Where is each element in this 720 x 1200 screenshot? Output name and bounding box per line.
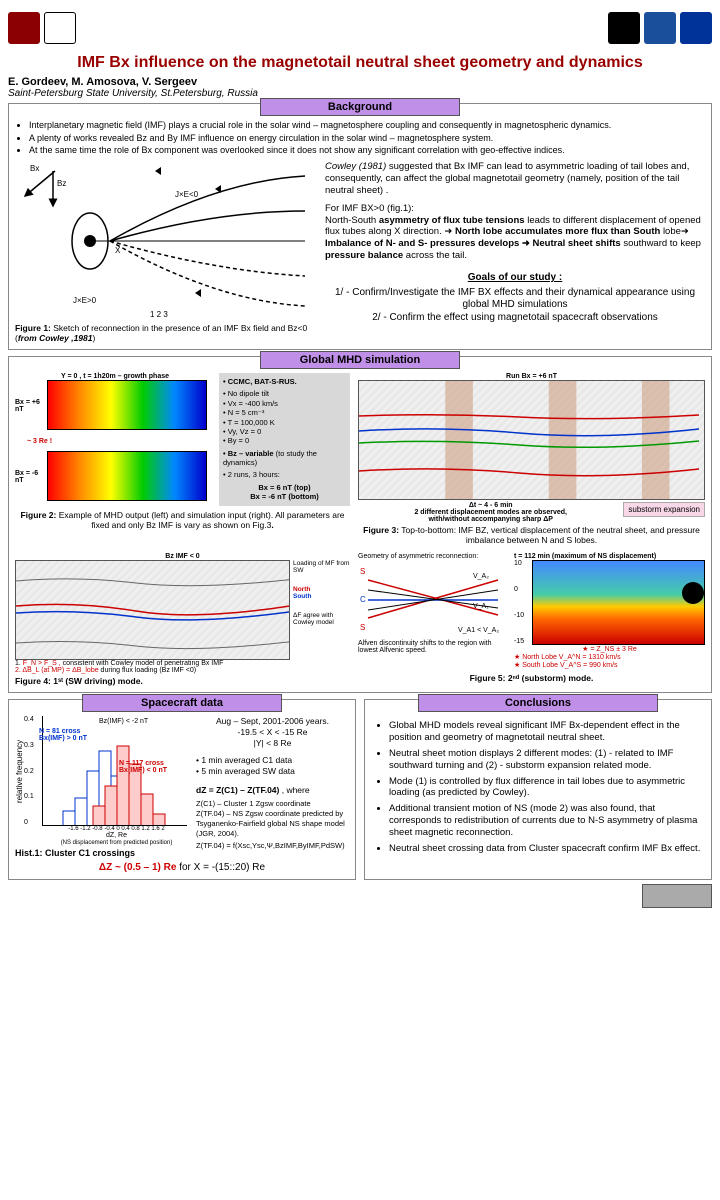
dt-label: Δt ~ 4 - 6 min bbox=[358, 502, 623, 509]
goals-block: Goals of our study : 1/ - Confirm/Invest… bbox=[325, 272, 705, 324]
fig4-note: ΔF agree with Cowley model bbox=[293, 612, 350, 626]
figure3-plot bbox=[358, 380, 705, 500]
sc-dz: dZ = Z(C1) – Z(TF.04) , where bbox=[196, 785, 349, 796]
svg-text:J×E>0: J×E>0 bbox=[73, 296, 97, 305]
mhd-output-top bbox=[47, 380, 207, 430]
logo-institute bbox=[44, 12, 76, 44]
figure2-caption: Figure 2: Example of MHD output (left) a… bbox=[15, 510, 350, 530]
svg-text:S: S bbox=[360, 623, 365, 632]
svg-text:S: S bbox=[360, 567, 365, 576]
svg-text:J×E<0: J×E<0 bbox=[175, 190, 199, 199]
sim-params-panel: • CCMC, BAT-S-RUS. • No dipole tilt • Vx… bbox=[219, 373, 350, 506]
conclusions-heading: Conclusions bbox=[418, 694, 658, 712]
bg-bullet: Interplanetary magnetic field (IMF) play… bbox=[29, 120, 705, 132]
sc-avg: • 1 min averaged C1 data bbox=[196, 755, 349, 766]
figure4-caption: Figure 4: 1ˢᵗ (SW driving) mode. bbox=[15, 676, 350, 686]
sc-avg: • 5 min averaged SW data bbox=[196, 766, 349, 777]
fig5-geom: Geometry of asymmetric reconnection: bbox=[358, 553, 508, 560]
bg-bullet: At the same time the role of Bx componen… bbox=[29, 145, 705, 157]
svg-text:C: C bbox=[360, 595, 366, 604]
fig5-south: ★ South Lobe V_A^S = 990 km/s bbox=[514, 661, 705, 669]
fig5-north: ★ North Lobe V_A^N = 1310 km/s bbox=[514, 653, 705, 661]
header-logos bbox=[8, 8, 712, 48]
background-heading: Background bbox=[260, 98, 460, 116]
mhd-output-bottom bbox=[47, 451, 207, 501]
logo-eclat bbox=[608, 12, 640, 44]
fig4-note: Loading of MF from SW bbox=[293, 560, 350, 574]
fig4-bzimf: Bz IMF < 0 bbox=[15, 553, 350, 560]
for-imf-line: For IMF BX>0 (fig.1): bbox=[325, 203, 705, 215]
figure5-caption: Figure 5: 2ⁿᵈ (substorm) mode. bbox=[358, 673, 705, 683]
run-label: Run Bx = +6 nT bbox=[358, 373, 705, 380]
background-section: Background Interplanetary magnetic field… bbox=[8, 103, 712, 350]
conclusions-section: Conclusions Global MHD models reveal sig… bbox=[364, 699, 712, 880]
logo-emblem bbox=[8, 12, 40, 44]
hist-title: Hist.1: Cluster C1 crossings bbox=[15, 848, 190, 858]
three-re-label: ~ 3 Re ! bbox=[27, 438, 215, 445]
hist-n117: N = 117 cross Bx(IMF) < 0 nT bbox=[119, 760, 167, 774]
sc-date: Aug – Sept, 2001-2006 years. bbox=[196, 716, 349, 727]
sc-deltaz: ΔZ ~ (0.5 – 1) Re for X = -(15::20) Re bbox=[15, 862, 349, 873]
fig5-reconnection-sketch: S C S V_A₂ V_A₁ V_A1 < V_A₂ bbox=[358, 560, 508, 640]
spacecraft-section: Spacecraft data relative frequency 0.40.… bbox=[8, 699, 356, 880]
svg-text:Bx: Bx bbox=[30, 164, 39, 173]
fig2-title: Y = 0 , t = 1h20m – growth phase bbox=[15, 373, 215, 380]
fig4-line2: 2. ΔB_L (at MP) = ΔB_lobe during flux lo… bbox=[15, 667, 350, 674]
figure1-caption: Figure 1: Sketch of reconnection in the … bbox=[15, 323, 315, 343]
svg-text:V_A₂: V_A₂ bbox=[473, 573, 489, 580]
hist-n81: N = 81 cross Bx(IMF) > 0 nT bbox=[39, 728, 87, 742]
bg-bullet: A plenty of works revealed Bz and By IMF… bbox=[29, 133, 705, 145]
fig5-alfven: Alfven discontinuity shifts to the regio… bbox=[358, 640, 508, 654]
svg-text:X: X bbox=[115, 246, 121, 255]
sc-ztf: Z(TF.04) = f(Xsc,Ysc,Ψ,BzIMF,ByIMF,PdSW) bbox=[196, 841, 349, 851]
svg-text:Bz: Bz bbox=[57, 179, 66, 188]
svg-text:V_A₁: V_A₁ bbox=[473, 603, 489, 610]
cowley-text: Cowley (1981) suggested that Bx IMF can … bbox=[325, 161, 705, 197]
asymmetry-text: North-South asymmetry of flux tube tensi… bbox=[325, 215, 705, 263]
conclusion-item: Neutral sheet crossing data from Cluster… bbox=[389, 843, 705, 855]
logo-eu bbox=[680, 12, 712, 44]
conclusion-item: Global MHD models reveal significant IMF… bbox=[389, 720, 705, 744]
figure3-caption: Figure 3: Top-to-bottom: IMF BZ, vertica… bbox=[358, 525, 705, 545]
svg-text:V_A1 < V_A₂: V_A1 < V_A₂ bbox=[458, 627, 499, 634]
figure4-plot bbox=[15, 560, 290, 660]
substorm-box: substorm expansion bbox=[623, 502, 705, 517]
figure1-sketch: Bx Bz X J×E<0 J×E>0 1 2 3 bbox=[15, 161, 315, 321]
fig4-line1: 1. F_N > F_S , consistent with Cowley mo… bbox=[15, 660, 350, 667]
sc-rangey: |Y| < 8 Re bbox=[196, 738, 349, 749]
modes-line: 2 different displacement modes are obser… bbox=[358, 509, 623, 516]
fig5-field-plot bbox=[532, 560, 705, 645]
hist-bz: Bz(IMF) < -2 nT bbox=[99, 718, 148, 725]
svg-text:1 2 3: 1 2 3 bbox=[150, 310, 168, 319]
sc-zc1: Z(C1) – Cluster 1 Zgsw coordinate Z(TF.0… bbox=[196, 799, 349, 838]
conclusion-item: Additional transient motion of NS (mode … bbox=[389, 803, 705, 839]
bx-label: Bx = -6 nT bbox=[15, 470, 45, 484]
hist-xlabel: dZ, Re(NS displacement from predicted po… bbox=[43, 832, 190, 846]
cc-license-icon bbox=[642, 884, 712, 908]
conclusion-item: Mode (1) is controlled by flux differenc… bbox=[389, 776, 705, 800]
conclusion-item: Neutral sheet motion displays 2 differen… bbox=[389, 748, 705, 772]
authors: E. Gordeev, M. Amosova, V. Sergeev bbox=[8, 76, 712, 88]
hist-ylabel: relative frequency bbox=[15, 716, 24, 826]
mhd-section: Global MHD simulation Y = 0 , t = 1h20m … bbox=[8, 356, 712, 693]
conclusions-list: Global MHD models reveal significant IMF… bbox=[371, 720, 705, 855]
sc-rangex: -19.5 < X < -15 Re bbox=[196, 727, 349, 738]
poster-title: IMF Bx influence on the magnetotail neut… bbox=[8, 54, 712, 72]
bx-label: Bx = +6 nT bbox=[15, 399, 45, 413]
fig5-t112: t = 112 min (maximum of NS displacement) bbox=[514, 553, 705, 560]
mhd-heading: Global MHD simulation bbox=[260, 351, 460, 369]
fig4-ns: NorthSouth bbox=[293, 586, 350, 600]
background-bullets: Interplanetary magnetic field (IMF) play… bbox=[15, 120, 705, 157]
fig5-star: ★ = Z_NS ± 3 Re bbox=[514, 645, 705, 653]
logo-fp7 bbox=[644, 12, 676, 44]
spacecraft-heading: Spacecraft data bbox=[82, 694, 282, 712]
modes-line: with/without accompanying sharp ΔP bbox=[358, 516, 623, 523]
